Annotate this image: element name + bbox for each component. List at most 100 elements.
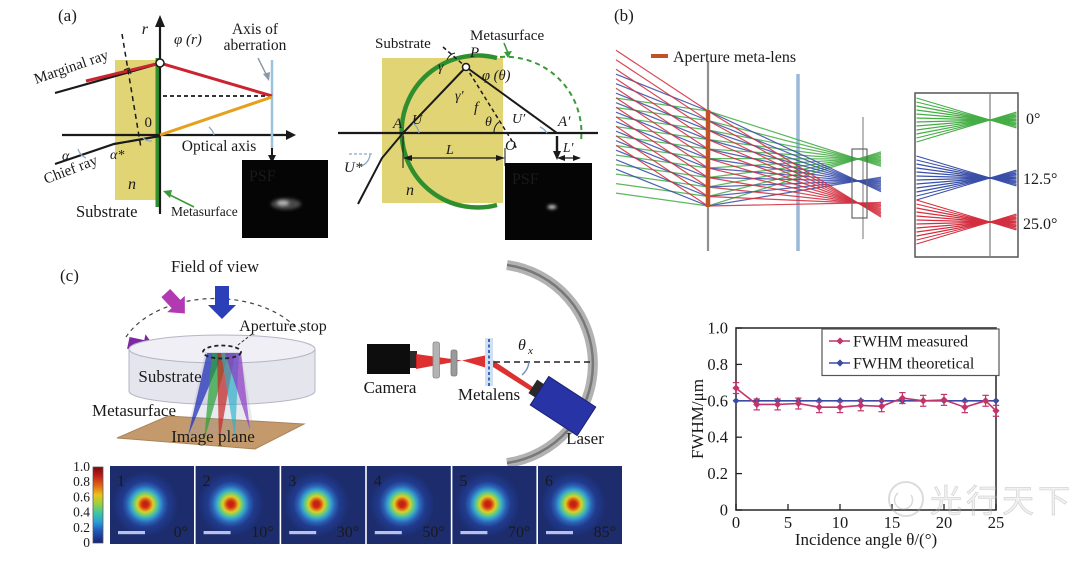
psf-spot: [197, 471, 264, 538]
psf-spot: [540, 471, 607, 538]
psf-scalebar: [289, 531, 317, 535]
U-label: U: [412, 113, 423, 128]
psf-panel: 4 50°: [366, 466, 451, 544]
ray: [615, 59, 882, 217]
f-label: f: [474, 100, 480, 116]
ray: [615, 97, 882, 211]
ray: [615, 151, 882, 207]
U-prime-angle-arc: [539, 126, 548, 134]
ray: [615, 68, 882, 215]
psf-panel-angle: 30°: [337, 524, 359, 541]
psf-panel-number: 4: [374, 473, 382, 490]
panel-a-label: (a): [58, 6, 77, 25]
colorbar: [92, 466, 104, 544]
colorbar-tick-label: 0.6: [73, 489, 90, 504]
ray: [615, 145, 882, 160]
panel-c-3d-scene: Field of view Aperture stop Substrate Me…: [92, 257, 327, 450]
normal-dashed-line: [442, 46, 467, 68]
aperture-stop-leader: [237, 333, 253, 346]
ray: [615, 159, 882, 198]
measured-marker: [794, 399, 802, 408]
panel-c-label: (c): [60, 266, 79, 285]
alpha-star-label: α*: [110, 148, 124, 163]
psf-panel: 3 30°: [281, 466, 366, 544]
psf-panel-angle: 85°: [594, 524, 616, 541]
aberration-pointer-line: [257, 57, 268, 77]
L-label: L: [445, 143, 454, 158]
psf-row: 1.00.80.60.40.20 10°210°330°450°570°685°: [73, 459, 622, 550]
psf-panel-number: 3: [288, 473, 296, 490]
ray: [615, 140, 882, 183]
measured-marker: [919, 397, 927, 405]
colorbar-tick-label: 0: [83, 535, 90, 550]
camera-label: Camera: [364, 378, 417, 397]
image-point-arrowhead: [553, 151, 561, 160]
ray: [615, 73, 882, 193]
psf-scalebar: [460, 531, 488, 535]
y-tick-label: 0.6: [707, 391, 728, 410]
zoom-region-rect: [851, 148, 868, 219]
psf-panel: 6 85°: [538, 466, 622, 544]
laser-nose: [528, 379, 545, 399]
fov-arrow-down: [208, 286, 236, 319]
refractive-index-label: n: [128, 176, 136, 193]
measured-marker: [836, 403, 844, 411]
alpha-angle-arc: [77, 148, 87, 159]
laser-assembly: [528, 375, 597, 437]
chart-legend: FWHM measured FWHM theoretical: [821, 328, 1000, 377]
theoretical-marker: [815, 397, 823, 405]
ray: [615, 125, 882, 206]
psf-inset-right: [505, 163, 592, 240]
ray: [615, 121, 882, 185]
ray: [615, 87, 882, 212]
metasurface-label: Metasurface: [92, 401, 176, 420]
theta-x-label: θ: [518, 337, 526, 354]
panel-a-right-diagram: Substrate Metasurface P φ (θ) γ γ′ f θ U…: [338, 28, 598, 240]
measured-marker: [878, 402, 886, 410]
chief-focus-ray-orange: [159, 95, 273, 137]
aperture-stop-label: Aperture stop: [239, 318, 327, 335]
psf-panel-number: 1: [117, 473, 125, 490]
dim-L-prime-arrow-left: [557, 155, 565, 161]
orange-ray-angle-arc: [208, 126, 215, 136]
r-axis-arrowhead: [155, 15, 165, 27]
origin-label: 0: [145, 115, 153, 131]
x-tick-label: 0: [732, 513, 740, 532]
zoom-ray: [916, 111, 1017, 143]
substrate-label: Substrate: [138, 367, 201, 386]
dim-L-prime-arrow-right: [573, 155, 581, 161]
legend-measured-label: FWHM measured: [853, 334, 968, 351]
U-prime-label: U′: [512, 112, 526, 127]
ray: [615, 116, 882, 208]
ray: [615, 154, 882, 188]
panel-a-left-diagram: r φ (r) Axis of aberration Marginal ray …: [32, 15, 328, 238]
y-tick-label: 1.0: [707, 319, 728, 338]
L-prime-label: L′: [562, 140, 575, 155]
gamma-prime-label: γ′: [455, 89, 465, 104]
ray: [615, 49, 882, 218]
marginal-ray-label: Marginal ray: [32, 47, 111, 88]
psf-panel: 2 10°: [195, 466, 280, 544]
relay-lens-2: [450, 349, 458, 377]
chart-plot-area: 0 5 10 15 20 25 1.0 0.8 0.6 0.4 0.2 0: [707, 319, 1004, 533]
psf-panel-number: 6: [545, 473, 553, 490]
gamma-label: γ: [438, 60, 444, 75]
ray: [615, 144, 882, 207]
dim-L-arrow-left: [403, 155, 412, 161]
panel-c-setup: Camera Metalens Laser θ x: [364, 260, 604, 468]
refractive-index-label: n: [406, 182, 414, 199]
measured-marker: [961, 403, 969, 411]
metasurface-label: Metasurface: [171, 204, 238, 219]
ray: [615, 116, 882, 164]
y-tick-label: 0.4: [707, 428, 728, 447]
relay-lens-1: [432, 341, 440, 379]
beam-relay-segment: [462, 355, 487, 368]
measured-marker: [732, 384, 740, 392]
phi-theta-label: φ (θ): [482, 68, 511, 84]
wavefront-dashed-line: [121, 33, 142, 149]
psf-spot: [112, 471, 179, 538]
measured-marker: [815, 403, 823, 411]
ray: [615, 102, 882, 188]
theoretical-marker: [992, 397, 1000, 405]
theta-label: θ: [485, 115, 492, 130]
